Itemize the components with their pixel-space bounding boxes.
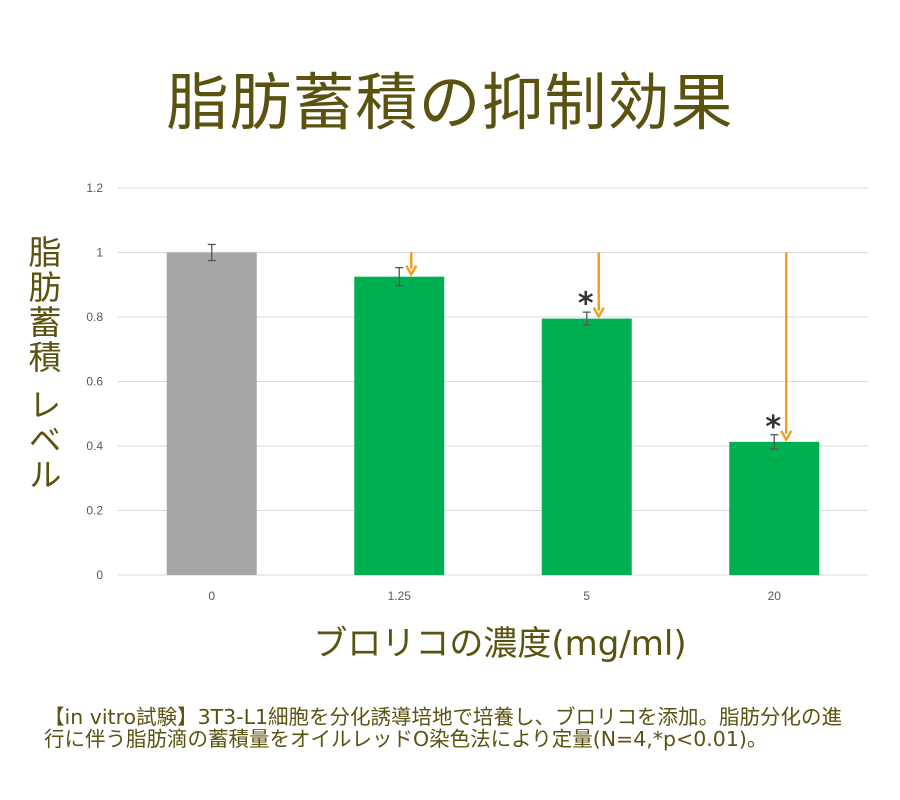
significance-star: * bbox=[765, 410, 781, 445]
y-tick-label: 1.2 bbox=[86, 181, 103, 195]
bar bbox=[354, 276, 445, 575]
bar bbox=[729, 441, 820, 575]
y-tick-label: 0.2 bbox=[86, 504, 103, 518]
x-axis-label: ブロリコの濃度(mg/ml) bbox=[313, 624, 687, 664]
x-tick-label: 0 bbox=[208, 589, 215, 603]
y-tick-label: 0.6 bbox=[86, 375, 103, 389]
y-tick-label: 1 bbox=[96, 246, 103, 260]
y-axis-label: 脂肪蓄積 レベル bbox=[23, 235, 62, 493]
reduction-arrowhead bbox=[780, 430, 793, 442]
reduction-arrowhead bbox=[405, 265, 418, 276]
bar bbox=[541, 318, 632, 575]
significance-star: * bbox=[578, 287, 594, 322]
chart-title: 脂肪蓄積の抑制効果 bbox=[166, 66, 734, 139]
reduction-arrowhead bbox=[592, 307, 605, 318]
study-note: 【in vitro試験】3T3-L1細胞を分化誘導培地で培養し、ブロリコを添加。… bbox=[44, 705, 843, 751]
y-tick-label: 0.4 bbox=[86, 439, 103, 453]
x-tick-label: 1.25 bbox=[388, 589, 412, 603]
x-tick-label: 5 bbox=[583, 589, 590, 603]
y-tick-label: 0.8 bbox=[86, 310, 103, 324]
bar bbox=[166, 252, 257, 575]
x-tick-label: 20 bbox=[768, 589, 782, 603]
y-tick-label: 0 bbox=[96, 568, 103, 582]
